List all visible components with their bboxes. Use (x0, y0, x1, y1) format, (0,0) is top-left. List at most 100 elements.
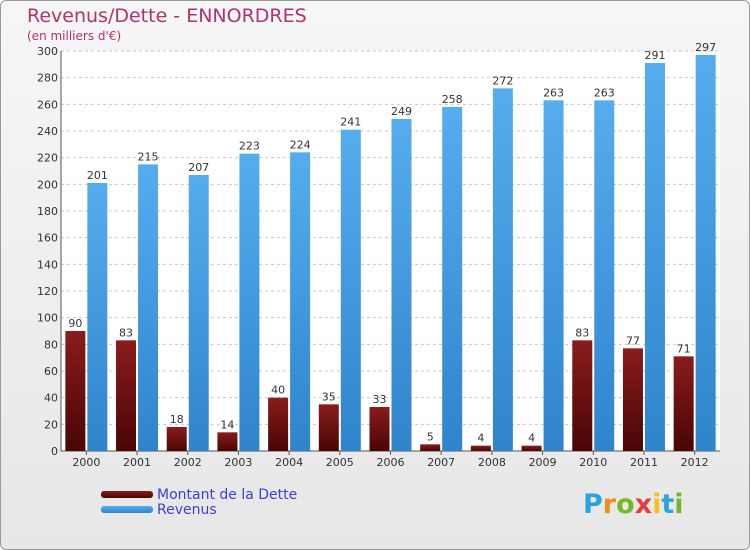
bar-revenus (290, 152, 311, 452)
x-tick-label: 2006 (377, 456, 405, 469)
legend-swatch-revenus (101, 506, 153, 513)
logo-letter: o (616, 489, 635, 520)
data-label-revenus: 272 (492, 74, 513, 87)
bar-dette (116, 340, 137, 451)
x-tick-label: 2002 (174, 456, 202, 469)
bar-dette (217, 432, 238, 451)
bar-dette (622, 348, 643, 451)
data-label-revenus: 224 (290, 138, 311, 151)
x-tick-label: 2003 (224, 456, 252, 469)
bar-dette (268, 397, 289, 451)
y-tick-label: 40 (44, 392, 58, 405)
bar-dette (673, 356, 694, 451)
bar-revenus (644, 63, 665, 451)
x-tick-label: 2001 (123, 456, 151, 469)
y-tick-label: 180 (37, 205, 58, 218)
y-tick-label: 240 (37, 125, 58, 138)
data-label-dette: 90 (68, 317, 82, 330)
data-label-dette: 35 (322, 390, 336, 403)
data-label-revenus: 201 (87, 169, 108, 182)
y-tick-label: 300 (37, 45, 58, 58)
x-tick-label: 2011 (630, 456, 658, 469)
y-tick-label: 80 (44, 338, 58, 351)
y-tick-label: 120 (37, 285, 58, 298)
y-tick-label: 140 (37, 258, 58, 271)
legend: Montant de la Dette Revenus (101, 486, 298, 518)
logo-letter: i (652, 489, 662, 520)
bar-dette (369, 407, 390, 451)
data-label-revenus: 223 (239, 140, 260, 153)
data-label-dette: 40 (271, 384, 285, 397)
x-tick-label: 2012 (681, 456, 709, 469)
legend-swatch-dette (101, 491, 153, 498)
bar-revenus (543, 100, 564, 451)
data-label-dette: 77 (626, 334, 640, 347)
data-label-revenus: 297 (695, 41, 716, 54)
legend-label-dette: Montant de la Dette (157, 486, 298, 503)
legend-label-revenus: Revenus (157, 501, 217, 518)
y-tick-label: 160 (37, 232, 58, 245)
bar-dette (166, 427, 187, 451)
data-label-revenus: 249 (391, 105, 412, 118)
bar-revenus (391, 119, 412, 451)
data-label-dette: 18 (170, 413, 184, 426)
x-tick-label: 2000 (72, 456, 100, 469)
data-label-dette: 4 (477, 432, 484, 445)
data-label-dette: 83 (119, 326, 133, 339)
y-tick-label: 60 (44, 365, 58, 378)
chart-title: Revenus/Dette - ENNORDRES (27, 5, 307, 27)
logo-letter: x (634, 489, 653, 520)
y-tick-label: 20 (44, 418, 58, 431)
y-tick-label: 220 (37, 152, 58, 165)
bar-revenus (188, 175, 209, 451)
bar-revenus (594, 100, 615, 451)
y-tick-label: 200 (37, 178, 58, 191)
chart-subtitle: (en milliers d'€) (27, 29, 122, 43)
logo-letter: i (674, 489, 684, 520)
x-tick-label: 2009 (529, 456, 557, 469)
bar-revenus (138, 164, 159, 452)
bar-dette (420, 444, 441, 451)
x-tick-label: 2010 (579, 456, 607, 469)
data-label-revenus: 241 (340, 116, 361, 129)
bar-revenus (492, 88, 513, 451)
data-label-dette: 33 (373, 393, 387, 406)
bar-dette (572, 340, 593, 451)
x-tick-label: 2008 (478, 456, 506, 469)
data-label-dette: 5 (427, 430, 434, 443)
legend-item-revenus: Revenus (101, 501, 297, 518)
bar-revenus (442, 107, 463, 451)
logo-letter: r (602, 489, 617, 520)
data-label-revenus: 258 (442, 93, 463, 106)
data-label-revenus: 207 (188, 161, 209, 174)
x-tick-label: 2007 (427, 456, 455, 469)
bar-dette (521, 445, 542, 451)
logo-letter: P (583, 489, 603, 520)
bar-revenus (340, 129, 361, 451)
y-tick-label: 0 (51, 445, 58, 458)
data-label-revenus: 263 (594, 86, 615, 99)
bar-revenus (87, 183, 108, 451)
bar-dette (470, 445, 491, 451)
y-tick-label: 260 (37, 98, 58, 111)
x-tick-label: 2004 (275, 456, 303, 469)
logo-letter: t (661, 489, 675, 520)
data-label-revenus: 263 (543, 86, 564, 99)
data-label-revenus: 215 (138, 150, 159, 163)
bar-dette (318, 404, 339, 451)
bar-dette (65, 331, 86, 451)
proxiti-logo: Proxiti (583, 489, 684, 520)
data-label-revenus: 291 (644, 49, 665, 62)
data-label-dette: 14 (220, 418, 234, 431)
x-tick-label: 2005 (326, 456, 354, 469)
legend-item-dette: Montant de la Dette (101, 486, 298, 503)
y-tick-label: 100 (37, 312, 58, 325)
data-label-dette: 83 (575, 326, 589, 339)
data-label-dette: 4 (528, 432, 535, 445)
bar-revenus (695, 55, 716, 451)
y-tick-label: 280 (37, 72, 58, 85)
bar-revenus (239, 153, 260, 451)
data-label-dette: 71 (677, 342, 691, 355)
